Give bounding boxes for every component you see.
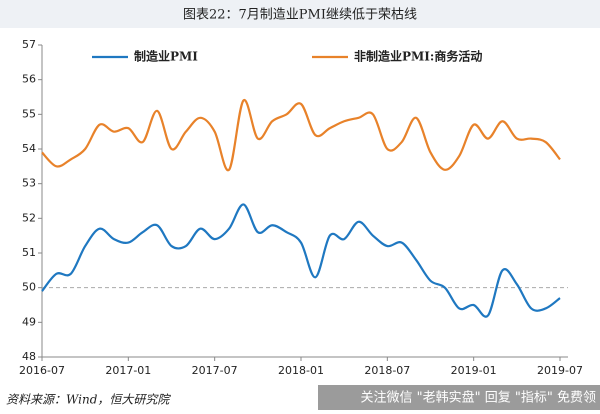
y-tick-label: 56 [22,73,36,86]
source: 资料来源：Wind，恒大研究院 [6,393,171,407]
y-tick-label: 52 [22,211,36,224]
x-tick-label: 2019-01 [451,364,497,377]
x-tick-label: 2017-07 [192,364,238,377]
y-tick-label: 50 [22,281,36,294]
chart-title: 图表22：7月制造业PMI继续低于荣枯线 [183,8,417,23]
series-line [41,99,561,172]
y-tick-label: 51 [22,246,36,259]
y-tick-label: 53 [22,177,36,190]
y-tick-label: 49 [22,315,36,328]
y-tick-label: 48 [22,350,36,363]
x-tick-label: 2018-07 [364,364,410,377]
x-tick-label: 2016-07 [19,364,65,377]
x-tick-label: 2017-01 [105,364,151,377]
x-tick-label: 2019-07 [537,364,583,377]
legend-label: 制造业PMI [134,49,198,64]
y-tick-label: 54 [22,142,36,155]
x-tick-label: 2018-01 [278,364,324,377]
watermark: 关注微信 "老韩实盘" 回复 "指标" 免费领 [361,390,596,406]
title-bar [0,0,600,28]
y-tick-label: 55 [22,107,36,120]
watermark-bg [318,385,600,410]
legend-label: 非制造业PMI:商务活动 [354,49,482,64]
y-tick-label: 57 [22,38,36,51]
series-line [41,203,561,318]
